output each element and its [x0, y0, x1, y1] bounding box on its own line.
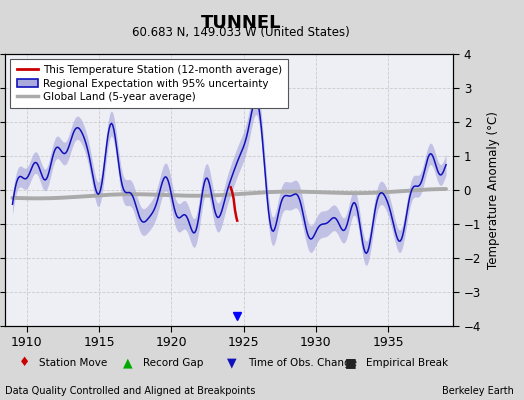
Text: Time of Obs. Change: Time of Obs. Change [248, 358, 357, 368]
Text: Record Gap: Record Gap [144, 358, 204, 368]
Text: Empirical Break: Empirical Break [366, 358, 447, 368]
Text: Data Quality Controlled and Aligned at Breakpoints: Data Quality Controlled and Aligned at B… [5, 386, 256, 396]
Text: Berkeley Earth: Berkeley Earth [442, 386, 514, 396]
Text: 60.683 N, 149.033 W (United States): 60.683 N, 149.033 W (United States) [132, 26, 350, 39]
Text: ■: ■ [345, 356, 357, 370]
Legend: This Temperature Station (12-month average), Regional Expectation with 95% uncer: This Temperature Station (12-month avera… [10, 59, 288, 108]
Text: Station Move: Station Move [39, 358, 107, 368]
Text: TUNNEL: TUNNEL [201, 14, 281, 32]
Y-axis label: Temperature Anomaly (°C): Temperature Anomaly (°C) [487, 111, 499, 269]
Text: ▼: ▼ [227, 356, 237, 370]
Text: ♦: ♦ [19, 356, 30, 370]
Text: ▲: ▲ [123, 356, 133, 370]
